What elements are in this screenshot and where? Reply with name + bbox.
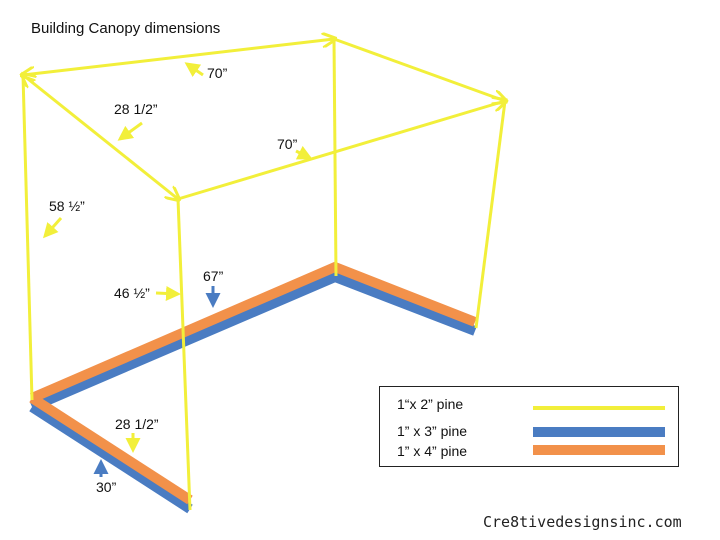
label-base-long: 67” [203, 268, 224, 284]
legend-swatch-1x4 [533, 445, 665, 455]
watermark: Cre8tivedesignsinc.com [483, 513, 682, 531]
annotation-arrows [43, 62, 313, 477]
legend-swatch-1x3 [533, 427, 665, 437]
label-top-front: 70” [277, 136, 298, 152]
label-left-back-post: 58 ½” [49, 198, 85, 214]
label-top-back: 70” [207, 65, 228, 81]
legend-label-1x2: 1“x 2” pine [397, 396, 464, 412]
legend-swatch-1x2 [533, 406, 665, 410]
diagram-title: Building Canopy dimensions [31, 20, 221, 37]
base-1x3-boards [29, 271, 477, 514]
label-base-short-outer: 30” [96, 479, 117, 495]
label-front-left-post: 46 ½” [114, 285, 150, 301]
legend: 1“x 2” pine 1” x 3” pine 1” x 4” pine [379, 386, 679, 467]
legend-label-1x4: 1” x 4” pine [397, 443, 468, 459]
label-top-left-depth: 28 1/2” [114, 101, 158, 117]
label-base-short-inner: 28 1/2” [115, 416, 159, 432]
legend-label-1x3: 1” x 3” pine [397, 423, 468, 439]
frame-1x2-boards [23, 39, 505, 511]
